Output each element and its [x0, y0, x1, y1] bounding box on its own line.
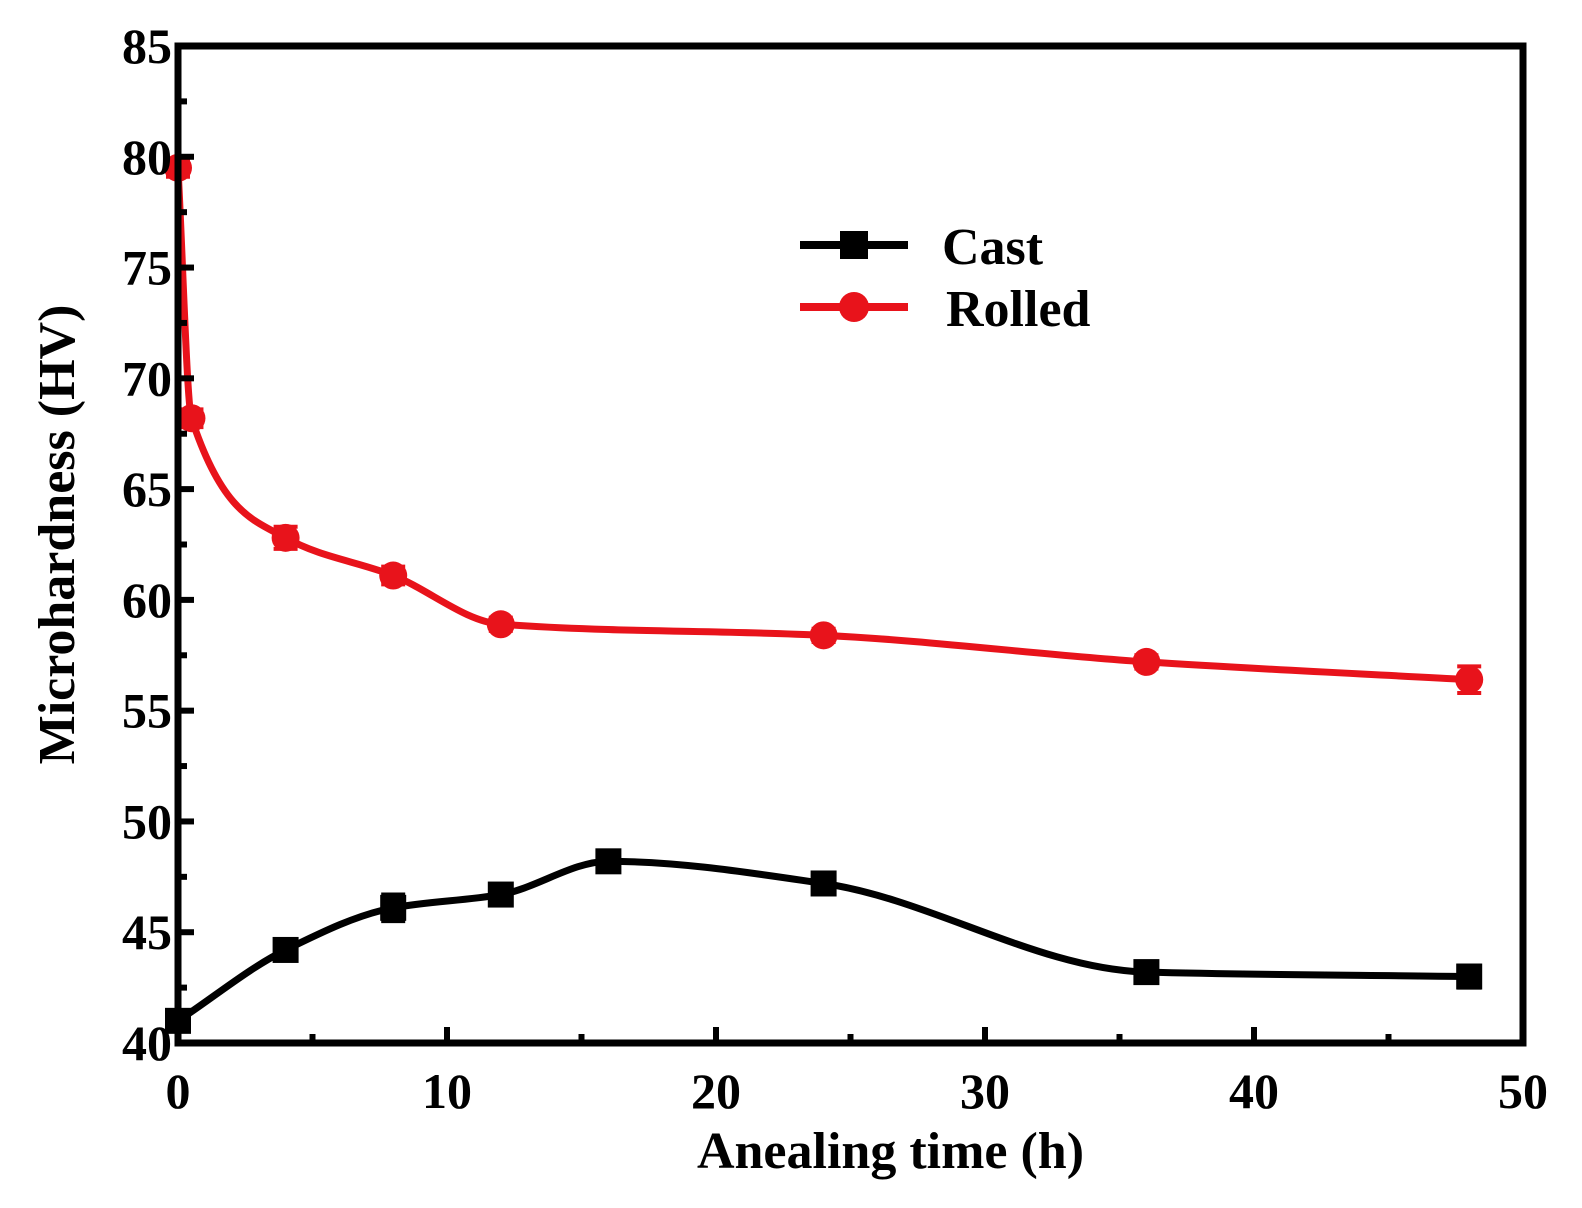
y-tick-label: 40 [122, 1015, 172, 1071]
data-point-cast [1456, 963, 1483, 990]
data-point-rolled [177, 404, 206, 433]
data-point-rolled [1455, 665, 1484, 694]
series-layer [164, 153, 1484, 1034]
data-point-rolled [379, 561, 408, 590]
y-tick-label: 80 [122, 129, 172, 185]
legend-item-rolled: Rolled [800, 281, 1091, 338]
y-tick-label: 50 [122, 793, 172, 849]
data-point-cast [272, 936, 299, 963]
y-axis-title: Microhardness (HV) [29, 305, 86, 765]
data-point-cast [380, 894, 407, 921]
legend-item-cast: Cast [800, 219, 1044, 276]
y-tick-label: 65 [122, 461, 172, 517]
axes-layer: 0 10 20 30 40 50 40 45 50 55 60 65 70 75 80 85 [122, 18, 1548, 1119]
x-tick-label: 20 [691, 1063, 741, 1119]
series-rolled [164, 153, 1484, 695]
y-tick-label: 70 [122, 350, 172, 406]
legend-rolled-marker [839, 292, 869, 322]
data-point-rolled [1132, 647, 1161, 676]
y-tick-label: 85 [122, 18, 172, 74]
x-tick-label: 0 [166, 1063, 191, 1119]
y-tick-label: 45 [122, 904, 172, 960]
data-point-rolled [486, 610, 515, 639]
legend: Cast Rolled [800, 219, 1091, 338]
x-tick-label: 10 [422, 1063, 472, 1119]
data-point-cast [1133, 959, 1160, 986]
data-point-rolled [271, 523, 300, 552]
series-cast [165, 848, 1483, 1034]
x-tick-label: 40 [1229, 1063, 1279, 1119]
x-axis-title: Anealing time (h) [697, 1123, 1084, 1180]
x-tick-label: 30 [960, 1063, 1010, 1119]
data-point-cast [487, 881, 514, 908]
x-tick-label: 50 [1498, 1063, 1548, 1119]
data-point-cast [595, 848, 622, 875]
data-point-cast [810, 870, 837, 897]
legend-rolled-label: Rolled [946, 281, 1091, 338]
plot-frame [174, 42, 1527, 1047]
y-tick-label: 75 [122, 240, 172, 296]
legend-cast-label: Cast [942, 219, 1044, 276]
data-point-rolled [809, 621, 838, 650]
legend-cast-marker [840, 231, 868, 259]
y-tick-label: 55 [122, 683, 172, 739]
y-tick-label: 60 [122, 572, 172, 628]
